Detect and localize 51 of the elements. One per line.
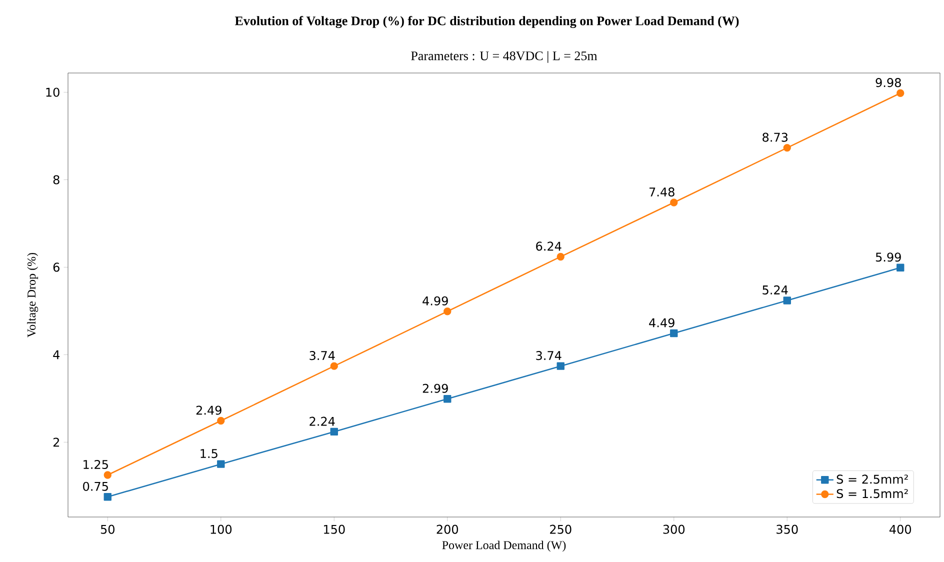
point — [104, 493, 112, 501]
x-tick-label: 100 — [210, 524, 232, 534]
y-tick-label: 4 — [53, 350, 60, 360]
legend-label: S = 1.5mm² — [836, 489, 908, 498]
chart-title: Evolution of Voltage Drop (%) for DC distribution depending on Power Load Demand (W) — [234, 16, 739, 28]
data-label: 4.49 — [649, 318, 674, 328]
data-label: 6.24 — [536, 242, 562, 251]
point — [670, 329, 678, 338]
chart-subtitle: Parameters : U = 48VDC | L = 25m — [411, 51, 598, 63]
legend-label: S = 2.5mm² — [836, 474, 908, 484]
x-tick-label: 50 — [100, 524, 114, 534]
data-label: 2.24 — [310, 416, 335, 426]
data-label: 2.99 — [422, 384, 448, 393]
data-label: 5.99 — [876, 252, 901, 262]
x-tick-label: 400 — [890, 524, 912, 534]
point — [330, 362, 338, 370]
point — [104, 471, 112, 479]
data-label: 5.24 — [762, 285, 788, 294]
x-tick-label: 300 — [663, 524, 685, 534]
point — [444, 308, 452, 316]
data-label: 9.98 — [876, 78, 901, 88]
x-tick-label: 200 — [436, 524, 458, 534]
point — [783, 144, 791, 152]
data-label: 8.73 — [762, 132, 788, 142]
point — [556, 362, 564, 370]
point — [896, 264, 904, 272]
data-label: 4.99 — [422, 296, 448, 306]
y-tick-label: 8 — [53, 175, 60, 184]
y-tick-label: 6 — [53, 262, 60, 272]
point — [217, 416, 225, 425]
point — [444, 395, 452, 403]
y-tick-label: 10 — [46, 88, 60, 97]
y-tick-label: 2 — [53, 438, 59, 447]
data-label: 2.49 — [196, 406, 222, 415]
y-axis-title: Voltage Drop (%) — [27, 252, 38, 338]
x-tick-label: 250 — [550, 524, 572, 534]
point — [670, 198, 678, 206]
data-label: 3.74 — [536, 351, 562, 360]
point — [896, 89, 904, 97]
point — [556, 252, 564, 261]
data-label: 3.74 — [310, 351, 335, 360]
data-label: 1.25 — [84, 460, 108, 470]
x-tick-label: 150 — [324, 524, 345, 534]
data-label: 7.48 — [650, 187, 674, 196]
x-tick-label: 350 — [776, 524, 798, 534]
data-label: 0.75 — [83, 482, 108, 491]
point — [217, 460, 225, 468]
x-axis-title: Power Load Demand (W) — [442, 540, 566, 552]
data-label: 1.5 — [200, 449, 218, 458]
point — [783, 296, 791, 304]
point — [330, 428, 338, 436]
